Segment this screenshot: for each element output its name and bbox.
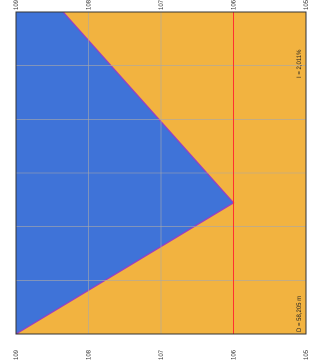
plot-frame: [15, 11, 307, 335]
tick-label-bottom-3: 108: [87, 349, 93, 360]
tick-label-top-3: 108: [87, 0, 93, 10]
tick-label-bottom-2: 107: [159, 349, 165, 360]
tick-label-top-0: 105: [304, 0, 310, 10]
tick-label-top-2: 107: [159, 0, 165, 10]
tick-label-top-4: 109: [14, 0, 20, 10]
tick-label-bottom-0: 105: [304, 349, 310, 360]
slope-annotation: I = 2,011%: [297, 49, 303, 78]
tick-label-top-1: 106: [232, 0, 238, 10]
tick-labels: 105 105 106 106 107 107 108 108 109 109: [14, 0, 310, 360]
tick-label-bottom-1: 106: [232, 349, 238, 360]
distance-annotation: D = 58,205 m: [297, 296, 303, 332]
tick-label-bottom-4: 109: [14, 349, 20, 360]
